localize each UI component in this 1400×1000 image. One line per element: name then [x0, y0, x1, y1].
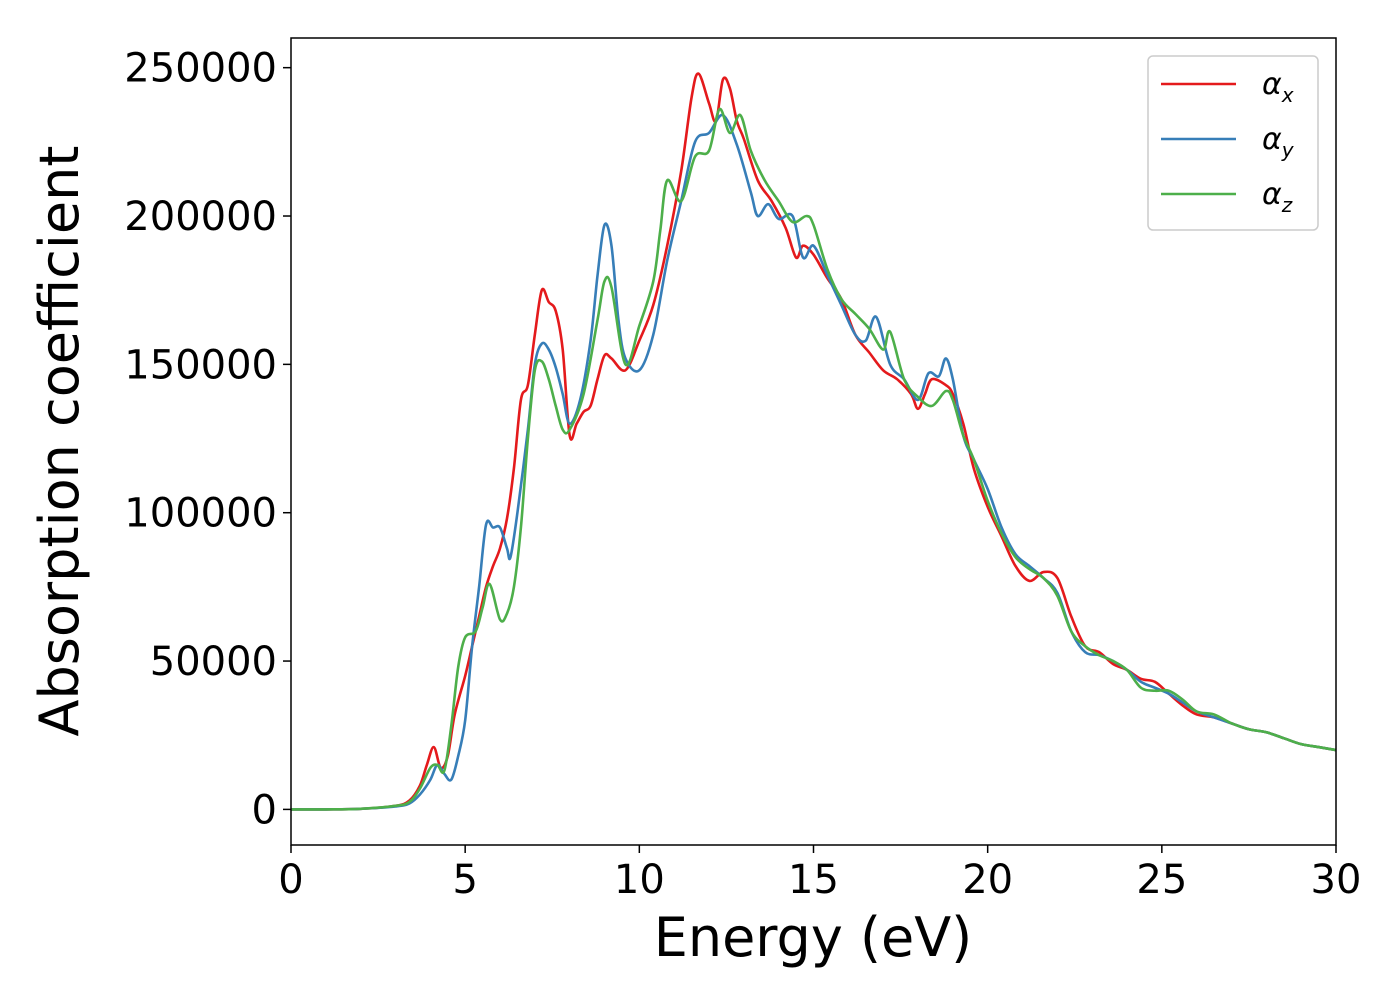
legend-frame [1147, 55, 1319, 231]
legend-items: αx αy αz [1161, 67, 1295, 217]
x-tick-label: 15 [788, 857, 839, 903]
x-tick-label: 5 [452, 857, 477, 903]
y-axis-label: Absorption coefficient [28, 146, 91, 737]
y-tick-label: 150000 [124, 342, 277, 388]
series-layer [290, 72, 1337, 811]
y-tick-label: 0 [252, 787, 277, 833]
y-tick-label: 50000 [150, 639, 277, 685]
plot-frame [290, 37, 1337, 846]
legend-label-αy: αy [1262, 122, 1295, 162]
x-tick-label: 10 [614, 857, 665, 903]
x-tick-label: 25 [1136, 857, 1187, 903]
x-tick-label: 30 [1311, 857, 1362, 903]
x-tick-label: 0 [278, 857, 303, 903]
x-axis-label: Energy (eV) [654, 906, 973, 969]
y-tick-label: 100000 [124, 491, 277, 537]
series-line-αz [290, 107, 1337, 811]
x-tick-label: 20 [962, 857, 1013, 903]
legend-label-αz: αz [1262, 177, 1293, 217]
tick-layer: 0 5 10 15 20 25 30 0 50000 100000 150000 200000 2500… [124, 46, 1361, 903]
legend: αx αy αz [1147, 55, 1319, 231]
legend-label-αx: αx [1262, 67, 1294, 107]
y-tick-label: 200000 [124, 194, 277, 240]
y-tick-label: 250000 [124, 46, 277, 92]
series-line-αx [290, 72, 1337, 811]
